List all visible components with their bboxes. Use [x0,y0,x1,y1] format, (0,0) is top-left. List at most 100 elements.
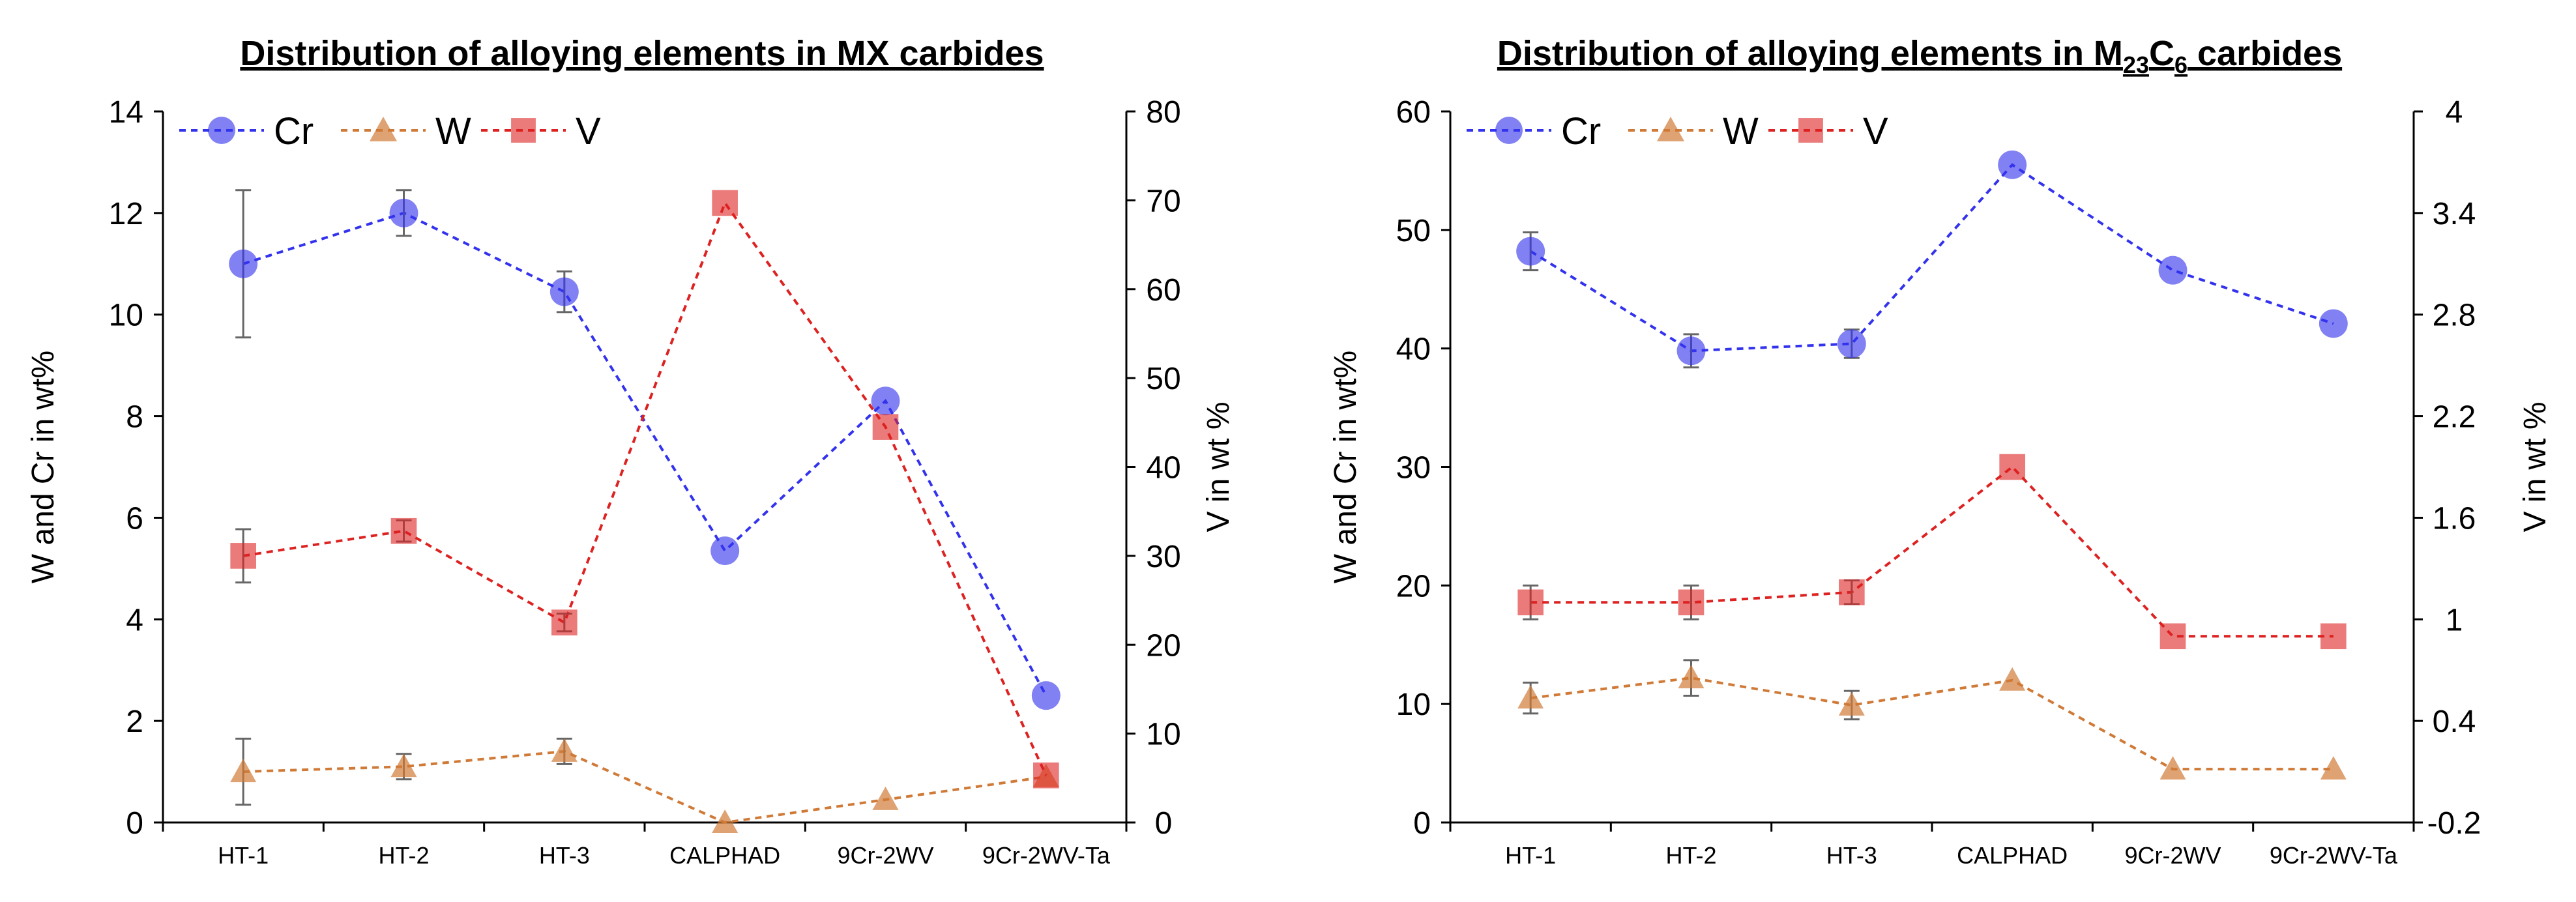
legend-item-v: V [1768,110,1888,153]
legend: Cr W V [1467,110,1888,153]
legend-label: Cr [274,110,314,153]
x-tick-label: HT-1 [218,842,269,869]
y2-tick-label: 2.2 [2433,400,2476,435]
chart-title-text: Distribution of alloying elements in M [1497,34,2123,73]
data-point [1676,336,1706,366]
y-tick-label: 40 [1396,332,1431,367]
legend: Cr W V [179,110,601,153]
chart-title-text: carbides [2188,34,2342,73]
y2-tick-label: 30 [1146,540,1180,574]
y-axis-title: W and Cr in wt% [26,351,61,583]
y2-tick-label: -0.2 [2427,806,2481,841]
data-point [1517,685,1544,709]
legend-item-w: W [1628,110,1759,153]
x-tick-label: 9Cr-2WV-Ta [2270,842,2398,869]
legend-label: Cr [1561,110,1601,153]
x-tick-label: CALPHAD [1957,842,2068,869]
data-point [1678,665,1705,689]
data-point [2319,309,2348,338]
data-point [370,117,397,141]
x-tick-label: CALPHAD [669,842,780,869]
data-point [872,414,899,440]
y-tick-label: 0 [1413,806,1431,841]
data-point [1033,762,1059,789]
series-line [243,749,1047,824]
y2-axis-title: V in wt % [1201,401,1236,532]
data-point [710,536,740,566]
x-tick-label: HT-2 [1665,842,1716,869]
x-tick-label: 9Cr-2WV [837,842,933,869]
y2-tick-label: 4 [2446,95,2463,130]
chart-title-text: C [2149,34,2174,73]
chart-title-subscript: 23 [2123,51,2149,78]
data-point [230,543,256,569]
y-tick-label: 8 [126,400,143,435]
y-tick-label: 0 [126,806,143,841]
series-line [1530,676,2334,771]
data-point [390,517,417,544]
data-point [230,759,257,783]
y-tick-label: 2 [126,705,143,739]
data-point [1999,454,2025,480]
chart-1: Distribution of alloying elements in MX … [26,34,1236,869]
y2-axis-title: V in wt % [2518,401,2553,532]
chart-2: Distribution of alloying elements in M23… [1328,34,2553,869]
y-tick-label: 12 [109,197,143,231]
y2-tick-label: 20 [1146,628,1180,663]
y2-tick-label: 50 [1146,362,1180,396]
x-tick-label: 9Cr-2WV [2124,842,2221,869]
y2-tick-label: 1 [2446,603,2463,637]
data-point [2320,623,2347,650]
data-point [389,198,418,227]
data-point [712,190,738,216]
data-point [551,738,578,762]
x-tick-label: HT-2 [378,842,429,869]
data-point [390,753,417,778]
data-point [2159,623,2186,650]
chart-title-subscript: 6 [2174,51,2188,78]
legend-item-cr: Cr [179,110,314,153]
data-point [1516,237,1545,266]
data-point [2159,756,2186,780]
y-tick-label: 10 [109,298,143,333]
x-tick-label: HT-1 [1505,842,1556,869]
data-point [551,609,578,635]
y2-tick-label: 40 [1146,451,1180,486]
y2-tick-label: 60 [1146,273,1180,308]
y-tick-label: 20 [1396,569,1431,604]
data-point [1657,117,1684,141]
series-cr [1516,150,2348,369]
data-point [1837,329,1866,358]
y2-tick-label: 1.6 [2433,501,2476,536]
series-line [1530,163,2334,353]
y2-tick-label: 3.4 [2433,197,2476,231]
data-point [1517,589,1544,616]
data-point [1495,117,1523,144]
data-point [1998,150,2027,179]
series-v [230,190,1059,789]
legend-label: W [435,110,471,153]
series-w [1517,659,2347,780]
data-point [511,118,536,143]
y-tick-label: 50 [1396,214,1431,248]
chart-title: Distribution of alloying elements in MX … [240,34,1044,73]
y2-tick-label: 0.4 [2433,705,2476,739]
y-axis-title: W and Cr in wt% [1328,351,1363,583]
data-point [208,117,235,144]
y2-tick-label: 0 [1155,806,1173,841]
data-point [712,809,739,833]
series-w [230,737,1059,833]
data-point [2320,756,2347,780]
data-point [872,786,899,810]
data-point [549,277,579,306]
y-tick-label: 10 [1396,688,1431,722]
legend-label: V [1863,110,1888,153]
legend-label: V [576,110,601,153]
legend-item-w: W [341,110,471,153]
series-line [242,200,1047,776]
x-tick-label: HT-3 [1826,842,1877,869]
series-cr [229,189,1061,710]
data-point [1678,589,1705,616]
y-tick-label: 14 [109,95,143,130]
data-point [229,249,258,278]
